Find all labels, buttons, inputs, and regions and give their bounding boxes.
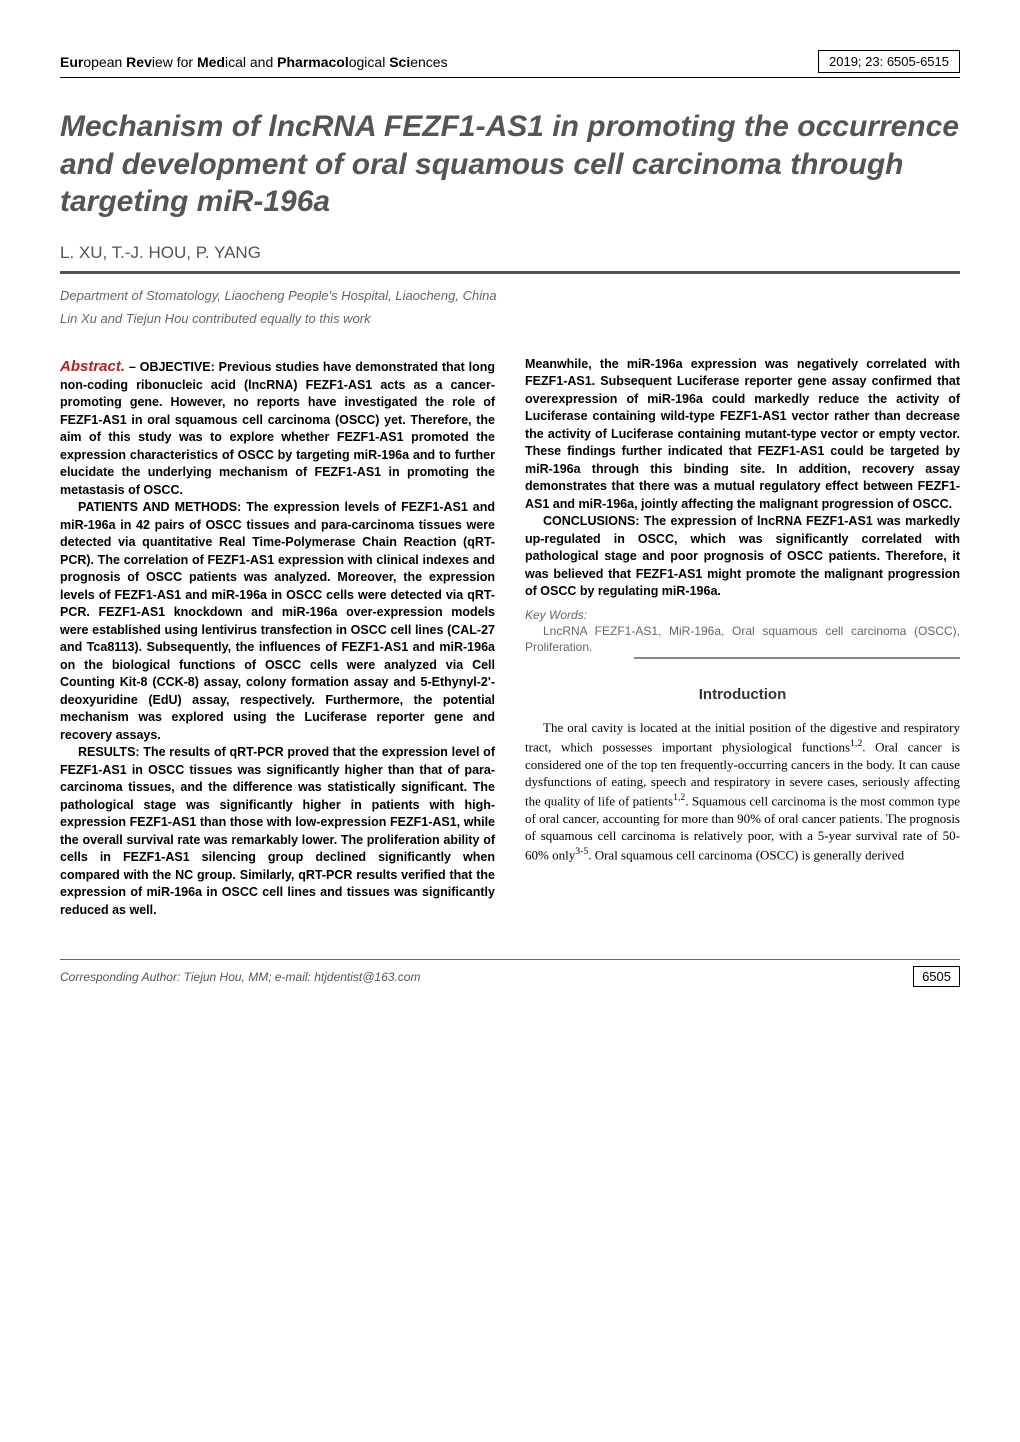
patients-text: The expression levels of FEZF1-AS1 and m… xyxy=(60,500,495,742)
results-text-2: Meanwhile, the miR-196a expression was n… xyxy=(525,357,960,511)
keywords-divider xyxy=(634,657,960,659)
introduction-body: The oral cavity is located at the initia… xyxy=(525,719,960,863)
abstract-label: Abstract. xyxy=(60,358,125,375)
divider xyxy=(60,271,960,274)
article-title: Mechanism of lncRNA FEZF1-AS1 in promoti… xyxy=(60,108,960,221)
left-column: Abstract. – OBJECTIVE: Previous studies … xyxy=(60,356,495,920)
conclusions-head: CONCLUSIONS: xyxy=(543,514,640,528)
results-text: The results of qRT-PCR proved that the e… xyxy=(60,745,495,917)
objective-text: Previous studies have demonstrated that … xyxy=(60,360,495,497)
right-column: Meanwhile, the miR-196a expression was n… xyxy=(525,356,960,920)
introduction-heading: Introduction xyxy=(525,685,960,705)
footer: Corresponding Author: Tiejun Hou, MM; e-… xyxy=(60,959,960,987)
issue-info: 2019; 23: 6505-6515 xyxy=(818,50,960,73)
page-number: 6505 xyxy=(913,966,960,987)
affiliation: Department of Stomatology, Liaocheng Peo… xyxy=(60,288,960,303)
corresponding-author: Corresponding Author: Tiejun Hou, MM; e-… xyxy=(60,970,420,984)
abstract-block: Abstract. – OBJECTIVE: Previous studies … xyxy=(60,356,495,920)
results-head: RESULTS: xyxy=(78,745,140,759)
journal-header: European Review for Medical and Pharmaco… xyxy=(60,50,960,78)
patients-head: PATIENTS AND METHODS: xyxy=(78,500,241,514)
journal-name: European Review for Medical and Pharmaco… xyxy=(60,54,448,70)
keywords-body: LncRNA FEZF1-AS1, MiR-196a, Oral squamou… xyxy=(525,623,960,655)
keywords-label: Key Words: xyxy=(525,607,960,623)
objective-head: – OBJECTIVE: xyxy=(125,360,215,374)
two-column-body: Abstract. – OBJECTIVE: Previous studies … xyxy=(60,356,960,920)
author-list: L. XU, T.-J. HOU, P. YANG xyxy=(60,243,960,263)
abstract-block-right: Meanwhile, the miR-196a expression was n… xyxy=(525,356,960,601)
contribution-note: Lin Xu and Tiejun Hou contributed equall… xyxy=(60,311,960,326)
